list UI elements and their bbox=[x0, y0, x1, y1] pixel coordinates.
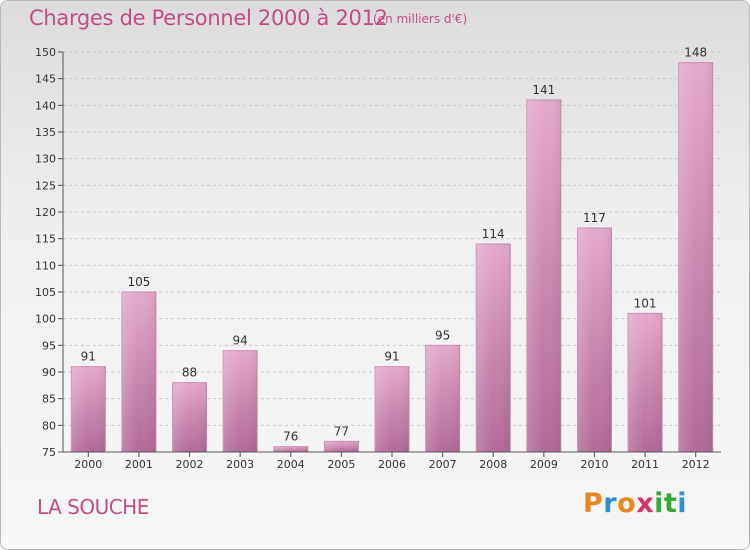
labels: 75 80 85 90 95 100 105 110 115 120 125 130 135 140 145… bbox=[35, 46, 710, 471]
x-tick-label-2000: 2000 bbox=[74, 458, 102, 471]
bar-sheen bbox=[526, 100, 561, 452]
y-tick-label: 100 bbox=[35, 313, 56, 326]
value-label-2003: 94 bbox=[233, 334, 248, 348]
logo-letter: t bbox=[663, 488, 678, 519]
value-label-2012: 148 bbox=[684, 46, 707, 60]
bar-sheen bbox=[476, 244, 511, 452]
bar-sheen bbox=[425, 345, 460, 452]
value-label-2002: 88 bbox=[182, 366, 197, 380]
value-label-2007: 95 bbox=[435, 328, 450, 342]
logo-letter: r bbox=[603, 488, 618, 519]
logo-letter: x bbox=[636, 488, 655, 519]
proxiti-logo[interactable]: Proxiti bbox=[583, 488, 687, 519]
y-tick-label: 140 bbox=[35, 99, 56, 112]
y-tick-label: 90 bbox=[42, 366, 56, 379]
bar-sheen bbox=[577, 228, 612, 452]
x-tick-label-2001: 2001 bbox=[125, 458, 153, 471]
logo-letter: i bbox=[677, 488, 688, 519]
value-label-2005: 77 bbox=[334, 424, 349, 438]
commune-name: LA SOUCHE bbox=[37, 495, 149, 519]
bar-sheen bbox=[678, 62, 713, 453]
x-tick-label-2004: 2004 bbox=[277, 458, 305, 471]
logo-letter: o bbox=[617, 488, 637, 519]
bar-sheen bbox=[375, 366, 409, 452]
bar-sheen bbox=[273, 446, 308, 452]
chart-subtitle: (en milliers d'€) bbox=[373, 12, 468, 26]
y-tick-label: 75 bbox=[42, 446, 56, 459]
y-tick-label: 135 bbox=[35, 126, 56, 139]
value-label-2011: 101 bbox=[634, 296, 657, 310]
y-tick-label: 85 bbox=[42, 393, 56, 406]
y-tick-label: 150 bbox=[35, 46, 56, 59]
y-tick-label: 105 bbox=[35, 286, 56, 299]
value-label-2001: 105 bbox=[127, 275, 150, 289]
y-tick-label: 110 bbox=[35, 259, 56, 272]
bar-sheen bbox=[223, 350, 258, 452]
y-tick-label: 145 bbox=[35, 73, 56, 86]
y-tick-label: 80 bbox=[42, 419, 56, 432]
x-tick-label-2006: 2006 bbox=[378, 458, 406, 471]
y-tick-label: 115 bbox=[35, 233, 56, 246]
axes bbox=[58, 51, 721, 457]
x-tick-label-2008: 2008 bbox=[479, 458, 507, 471]
chart-title: Charges de Personnel 2000 à 2012 bbox=[29, 6, 388, 30]
value-label-2008: 114 bbox=[482, 227, 505, 241]
x-tick-label-2010: 2010 bbox=[580, 458, 608, 471]
bars bbox=[70, 62, 714, 453]
bar-sheen bbox=[628, 313, 663, 452]
value-label-2004: 76 bbox=[283, 430, 298, 444]
logo-letter: i bbox=[654, 488, 664, 519]
x-tick-label-2005: 2005 bbox=[327, 458, 355, 471]
y-tick-label: 125 bbox=[35, 179, 56, 192]
bar-sheen bbox=[172, 382, 207, 452]
value-label-2000: 91 bbox=[81, 350, 96, 364]
x-tick-label-2002: 2002 bbox=[176, 458, 204, 471]
y-tick-label: 130 bbox=[35, 153, 56, 166]
x-tick-label-2011: 2011 bbox=[631, 458, 659, 471]
bar-sheen bbox=[121, 292, 156, 452]
value-label-2009: 141 bbox=[532, 83, 555, 97]
value-label-2010: 117 bbox=[583, 211, 606, 225]
y-tick-label: 95 bbox=[42, 339, 56, 352]
x-tick-label-2007: 2007 bbox=[429, 458, 457, 471]
x-tick-label-2003: 2003 bbox=[226, 458, 254, 471]
y-tick-label: 120 bbox=[35, 206, 56, 219]
bar-sheen bbox=[324, 441, 359, 452]
bar-sheen bbox=[71, 366, 106, 452]
x-tick-label-2009: 2009 bbox=[530, 458, 558, 471]
value-label-2006: 91 bbox=[384, 350, 399, 364]
logo-letter: P bbox=[583, 488, 604, 519]
x-tick-label-2012: 2012 bbox=[682, 458, 710, 471]
